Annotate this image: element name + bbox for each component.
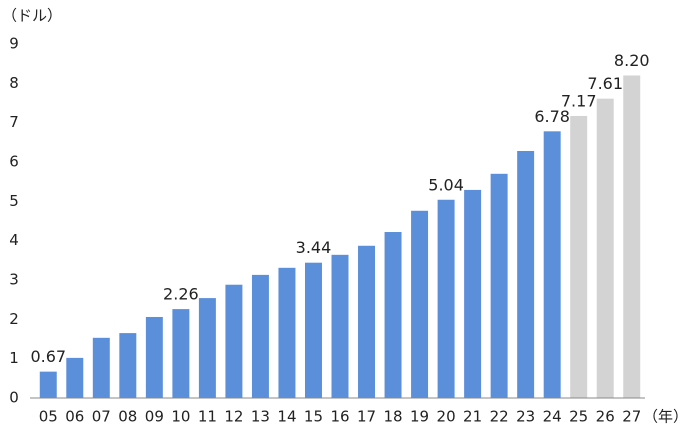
x-tick-label: 23	[516, 408, 535, 426]
bar	[411, 210, 429, 398]
x-tick-label: 10	[171, 408, 190, 426]
bar	[66, 357, 84, 398]
x-tick-label: 14	[277, 408, 296, 426]
bar	[278, 267, 296, 398]
y-tick-label: 0	[9, 389, 19, 407]
value-label: 2.26	[163, 285, 199, 304]
x-tick-label: 15	[304, 408, 323, 426]
x-tick-label: 11	[198, 408, 217, 426]
bar	[623, 75, 641, 398]
x-tick-label: 24	[543, 408, 562, 426]
x-tick-label: 21	[463, 408, 482, 426]
bar	[543, 131, 561, 398]
y-tick-label: 7	[9, 113, 19, 131]
x-tick-label: 19	[410, 408, 429, 426]
x-tick-label: 13	[251, 408, 270, 426]
bar	[145, 316, 163, 398]
x-tick-label: 22	[490, 408, 509, 426]
y-tick-label: 4	[9, 231, 19, 249]
bar	[251, 274, 269, 398]
bar	[39, 371, 57, 398]
x-tick-label: 17	[357, 408, 376, 426]
bar	[384, 232, 402, 398]
x-tick-label: 06	[65, 408, 84, 426]
value-label: 6.78	[534, 107, 570, 126]
y-tick-label: 3	[9, 271, 19, 289]
x-tick-label: 26	[596, 408, 615, 426]
bar	[358, 245, 376, 398]
bar	[304, 262, 322, 398]
x-tick-label: 12	[224, 408, 243, 426]
bar	[596, 98, 614, 398]
y-tick-label: 6	[9, 153, 19, 171]
bar	[172, 309, 190, 398]
y-tick-label: 9	[9, 35, 19, 53]
bar	[331, 254, 349, 398]
y-tick-label: 2	[9, 310, 19, 328]
bar	[198, 298, 216, 398]
bar	[517, 150, 535, 398]
y-tick-label: 5	[9, 192, 19, 210]
value-label: 7.61	[587, 74, 623, 93]
value-label: 5.04	[428, 175, 464, 194]
bar	[92, 337, 110, 398]
bar	[490, 173, 508, 398]
x-tick-label: 20	[437, 408, 456, 426]
value-label: 8.20	[614, 51, 650, 70]
x-tick-label: 08	[118, 408, 137, 426]
bar	[225, 284, 243, 398]
y-tick-label: 1	[9, 349, 19, 367]
x-unit: （年）	[643, 408, 688, 426]
value-label: 3.44	[296, 238, 332, 257]
x-tick-label: 09	[145, 408, 164, 426]
value-label: 7.17	[561, 91, 597, 110]
bar	[437, 199, 455, 398]
x-tick-label: 05	[39, 408, 58, 426]
bar	[464, 189, 482, 398]
value-label: 0.67	[30, 347, 66, 366]
bar	[119, 333, 137, 398]
x-tick-label: 18	[383, 408, 402, 426]
y-unit: （ドル）	[2, 7, 62, 25]
x-tick-label: 27	[622, 408, 641, 426]
bar	[570, 115, 588, 398]
y-tick-label: 8	[9, 74, 19, 92]
x-tick-label: 16	[330, 408, 349, 426]
x-tick-label: 07	[92, 408, 111, 426]
x-tick-label: 25	[569, 408, 588, 426]
